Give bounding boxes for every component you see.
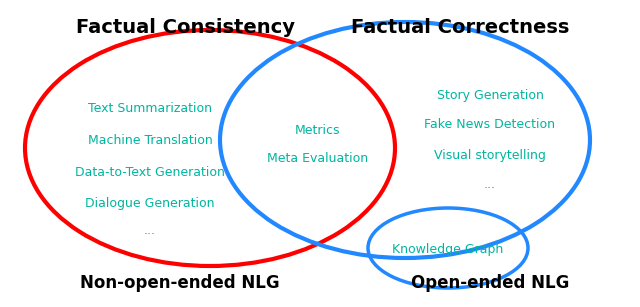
Text: Visual storytelling: Visual storytelling — [434, 149, 546, 161]
Text: Factual Correctness: Factual Correctness — [351, 18, 569, 37]
Text: Metrics: Metrics — [295, 123, 340, 137]
Text: Story Generation: Story Generation — [436, 88, 543, 102]
Text: Data-to-Text Generation: Data-to-Text Generation — [75, 165, 225, 178]
Text: Fake News Detection: Fake News Detection — [424, 119, 556, 131]
Text: Factual Consistency: Factual Consistency — [76, 18, 294, 37]
Text: Knowledge Graph: Knowledge Graph — [392, 243, 504, 255]
Text: Dialogue Generation: Dialogue Generation — [85, 197, 215, 211]
Text: Meta Evaluation: Meta Evaluation — [268, 151, 369, 165]
Text: Open-ended NLG: Open-ended NLG — [411, 274, 569, 292]
Text: Non-open-ended NLG: Non-open-ended NLG — [80, 274, 280, 292]
Text: Machine Translation: Machine Translation — [88, 134, 212, 146]
Text: Text Summarization: Text Summarization — [88, 102, 212, 115]
Text: ...: ... — [144, 223, 156, 236]
Text: ...: ... — [484, 178, 496, 192]
